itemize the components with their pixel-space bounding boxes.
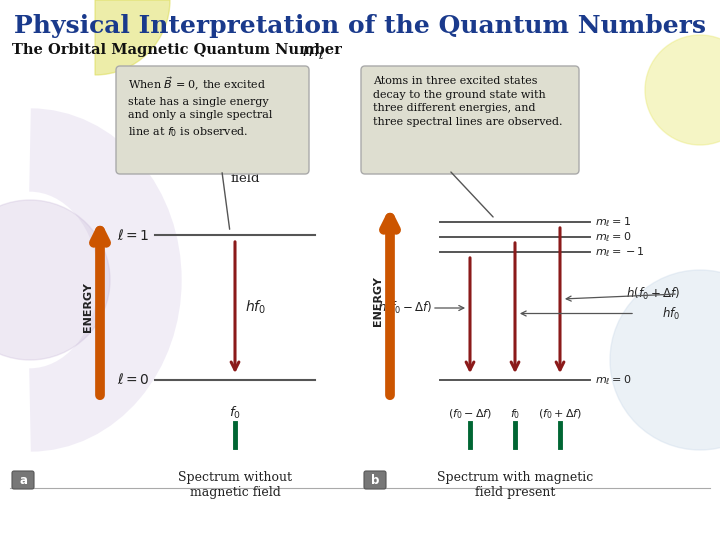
Text: $hf_0$: $hf_0$ [245,299,266,316]
Text: $m_\ell = 1$: $m_\ell = 1$ [595,215,631,229]
Text: $m_\ell$: $m_\ell$ [302,43,324,61]
Text: No magnetic
field: No magnetic field [202,157,288,185]
Circle shape [0,200,110,360]
Text: Atoms in three excited states
decay to the ground state with
three different ene: Atoms in three excited states decay to t… [373,76,562,127]
FancyBboxPatch shape [12,471,34,489]
Text: Spectrum with magnetic
field present: Spectrum with magnetic field present [437,471,593,499]
Text: Physical Interpretation of the Quantum Numbers: Physical Interpretation of the Quantum N… [14,14,706,38]
Text: $h(f_0 - \Delta f)$: $h(f_0 - \Delta f)$ [378,300,432,316]
Text: $f_0$: $f_0$ [229,405,241,421]
Text: $f_0$: $f_0$ [510,407,520,421]
Text: $(f_0 + \Delta f)$: $(f_0 + \Delta f)$ [538,407,582,421]
Circle shape [610,270,720,450]
Text: When $\vec{B}$ = 0, the excited
state has a single energy
and only a single spec: When $\vec{B}$ = 0, the excited state ha… [128,76,272,139]
Text: $m_\ell = 0$: $m_\ell = 0$ [595,230,631,244]
Text: ENERGY: ENERGY [373,276,383,326]
Text: $(f_0 - \Delta f)$: $(f_0 - \Delta f)$ [448,407,492,421]
Text: $m_\ell = 0$: $m_\ell = 0$ [595,373,631,387]
Text: $\ell = 1$: $\ell = 1$ [117,227,150,242]
Wedge shape [95,0,170,75]
Text: b: b [371,474,379,487]
FancyBboxPatch shape [364,471,386,489]
Text: $m_\ell = -1$: $m_\ell = -1$ [595,245,644,259]
Circle shape [645,35,720,145]
Text: a: a [19,474,27,487]
Text: $hf_0$: $hf_0$ [662,306,680,321]
Text: ENERGY: ENERGY [83,282,93,333]
Text: $\ell = 0$: $\ell = 0$ [117,373,150,388]
FancyBboxPatch shape [116,66,309,174]
Text: $h(f_0 + \Delta f)$: $h(f_0 + \Delta f)$ [626,286,680,302]
Text: Spectrum without
magnetic field: Spectrum without magnetic field [178,471,292,499]
Text: Magnetic field
present: Magnetic field present [467,144,564,172]
FancyBboxPatch shape [361,66,579,174]
Text: The Orbital Magnetic Quantum Number: The Orbital Magnetic Quantum Number [12,43,347,57]
